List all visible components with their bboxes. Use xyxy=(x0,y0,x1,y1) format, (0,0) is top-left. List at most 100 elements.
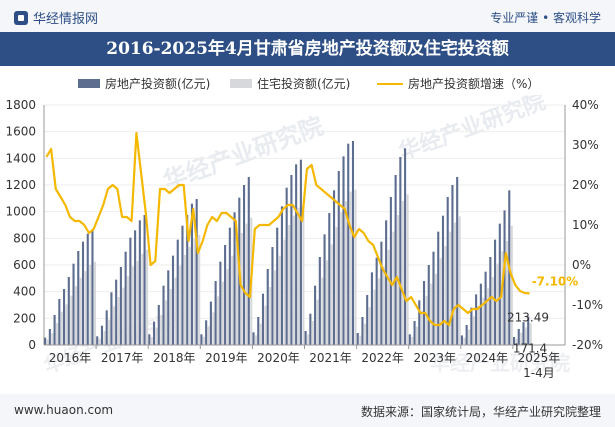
legend-label-growth: 房地产投资额增速（%） xyxy=(408,77,540,91)
bar-residential xyxy=(326,260,329,345)
bar-residential xyxy=(524,327,528,345)
x-tick-sublabel: 1-4月 xyxy=(523,366,555,380)
data-source: 数据来源：国家统计局，华经产业研究院整理 xyxy=(360,405,601,419)
bar-realestate xyxy=(129,237,132,345)
bar-residential xyxy=(368,307,371,345)
bar-residential xyxy=(164,300,168,345)
footer: www.huaon.com 数据来源：国家统计局，华经产业研究院整理 xyxy=(0,394,615,427)
x-tick-label: 2016年 xyxy=(49,351,92,365)
bar-residential xyxy=(487,288,490,345)
bar-residential xyxy=(330,244,333,345)
x-tick-label: 2024年 xyxy=(466,351,509,365)
bar-residential xyxy=(103,331,106,345)
bar-realestate xyxy=(162,285,165,345)
bar-realestate xyxy=(58,299,61,345)
bar-residential xyxy=(311,321,314,345)
bars xyxy=(44,141,532,345)
bar-realestate xyxy=(342,156,345,345)
bar-realestate xyxy=(81,241,85,345)
bar-realestate xyxy=(456,177,459,345)
brand[interactable]: 华经情报网 xyxy=(14,8,98,27)
y-left-tick-label: 200 xyxy=(13,311,36,325)
y-right-tick-label: 30% xyxy=(572,138,599,152)
bar-realestate xyxy=(48,329,51,345)
bar-realestate xyxy=(209,301,212,345)
bar-residential xyxy=(510,225,513,345)
y-right-tick-label: 10% xyxy=(572,218,599,232)
bar-realestate xyxy=(290,175,293,345)
bar-residential xyxy=(321,277,324,345)
bar-residential xyxy=(439,258,442,345)
bar-residential xyxy=(458,216,461,345)
legend-item-growth[interactable]: 房地产投资额增速（%） xyxy=(377,75,539,92)
bar-residential xyxy=(93,261,97,345)
legend-item-realestate[interactable]: 房地产投资额(亿元) xyxy=(78,75,210,92)
site-url[interactable]: www.huaon.com xyxy=(14,403,114,417)
x-tick-label: 2020年 xyxy=(257,351,300,365)
slogan: 专业严谨 • 客观科学 xyxy=(490,11,601,25)
chart-legend: 房地产投资额(亿元) 住宅投资额(亿元) 房地产投资额增速（%） xyxy=(0,75,615,95)
bar-residential xyxy=(501,251,504,345)
legend-swatch-growth xyxy=(377,82,403,85)
bar-realestate xyxy=(295,164,298,345)
bar-realestate xyxy=(304,331,307,345)
bar-realestate xyxy=(224,245,227,345)
bar-realestate xyxy=(356,333,359,345)
bar-residential xyxy=(169,289,172,345)
bar-realestate xyxy=(314,285,317,345)
bar-residential xyxy=(373,289,376,345)
legend-item-residential[interactable]: 住宅投资额(亿元) xyxy=(230,75,350,92)
bar-residential xyxy=(117,297,120,345)
bar-realestate xyxy=(100,325,104,345)
bar-residential xyxy=(60,311,63,345)
legend-label-realestate: 房地产投资额(亿元) xyxy=(105,77,211,91)
bar-residential xyxy=(79,277,82,345)
bar-residential xyxy=(131,266,134,345)
bar-realestate xyxy=(280,206,283,345)
bar-residential xyxy=(122,287,125,345)
bar-residential xyxy=(387,249,390,345)
chart-plot: 华经产业研究院 华经产业研究院 华经产业研究院 华经产业研究院 02004006… xyxy=(5,95,603,380)
x-axis: 2016年 2017年 2018年 2019年 2020年 2021年 2022年 2023年… xyxy=(44,344,565,380)
bar-realestate xyxy=(242,185,246,345)
y-axis-left: 0 200 400 600 800 1000 1200 1400 1600 1800 xyxy=(5,98,45,352)
bar-realestate xyxy=(399,157,402,345)
bar-realestate xyxy=(91,229,94,345)
bar-residential xyxy=(160,315,163,345)
x-tick-label: 2023年 xyxy=(413,351,456,365)
bar-residential xyxy=(112,306,115,345)
y-right-tick-label: -20% xyxy=(572,338,603,352)
y-left-tick-label: 1400 xyxy=(5,151,36,165)
bar-realestate xyxy=(394,175,397,345)
bar-realestate xyxy=(186,215,189,345)
bar-realestate xyxy=(119,267,122,345)
bar-residential xyxy=(382,266,385,345)
bar-residential xyxy=(420,310,423,345)
bar-realestate xyxy=(503,210,506,345)
bar-residential xyxy=(136,261,139,345)
y-axis-right: -20% -10% 0% 10% 20% 30% 40% xyxy=(564,98,603,352)
bar-residential xyxy=(354,189,357,345)
data-label-realestate: 213.49 xyxy=(507,311,549,325)
bar-residential xyxy=(89,265,92,345)
bar-residential xyxy=(297,207,300,345)
watermark-text: 华经产业研究院 xyxy=(395,95,549,166)
bar-realestate xyxy=(205,320,208,345)
bar-realestate xyxy=(318,257,321,345)
bar-residential xyxy=(46,339,49,345)
bar-residential xyxy=(198,235,201,345)
bar-residential xyxy=(411,336,414,345)
bar-residential xyxy=(477,305,480,345)
bar-residential xyxy=(416,326,419,345)
bar-realestate xyxy=(138,220,141,345)
bar-realestate xyxy=(418,300,421,345)
bar-residential xyxy=(217,296,220,345)
bar-residential xyxy=(359,335,362,345)
bar-residential xyxy=(335,227,338,345)
bar-residential xyxy=(56,323,59,345)
bar-realestate xyxy=(361,317,364,345)
bar-residential xyxy=(51,333,54,345)
bar-residential xyxy=(193,238,196,345)
y-right-tick-label: 40% xyxy=(572,98,599,112)
